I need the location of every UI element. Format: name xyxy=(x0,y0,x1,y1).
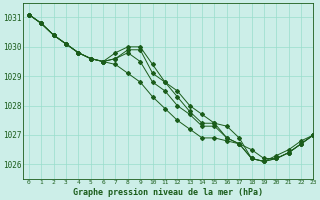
X-axis label: Graphe pression niveau de la mer (hPa): Graphe pression niveau de la mer (hPa) xyxy=(73,188,263,197)
